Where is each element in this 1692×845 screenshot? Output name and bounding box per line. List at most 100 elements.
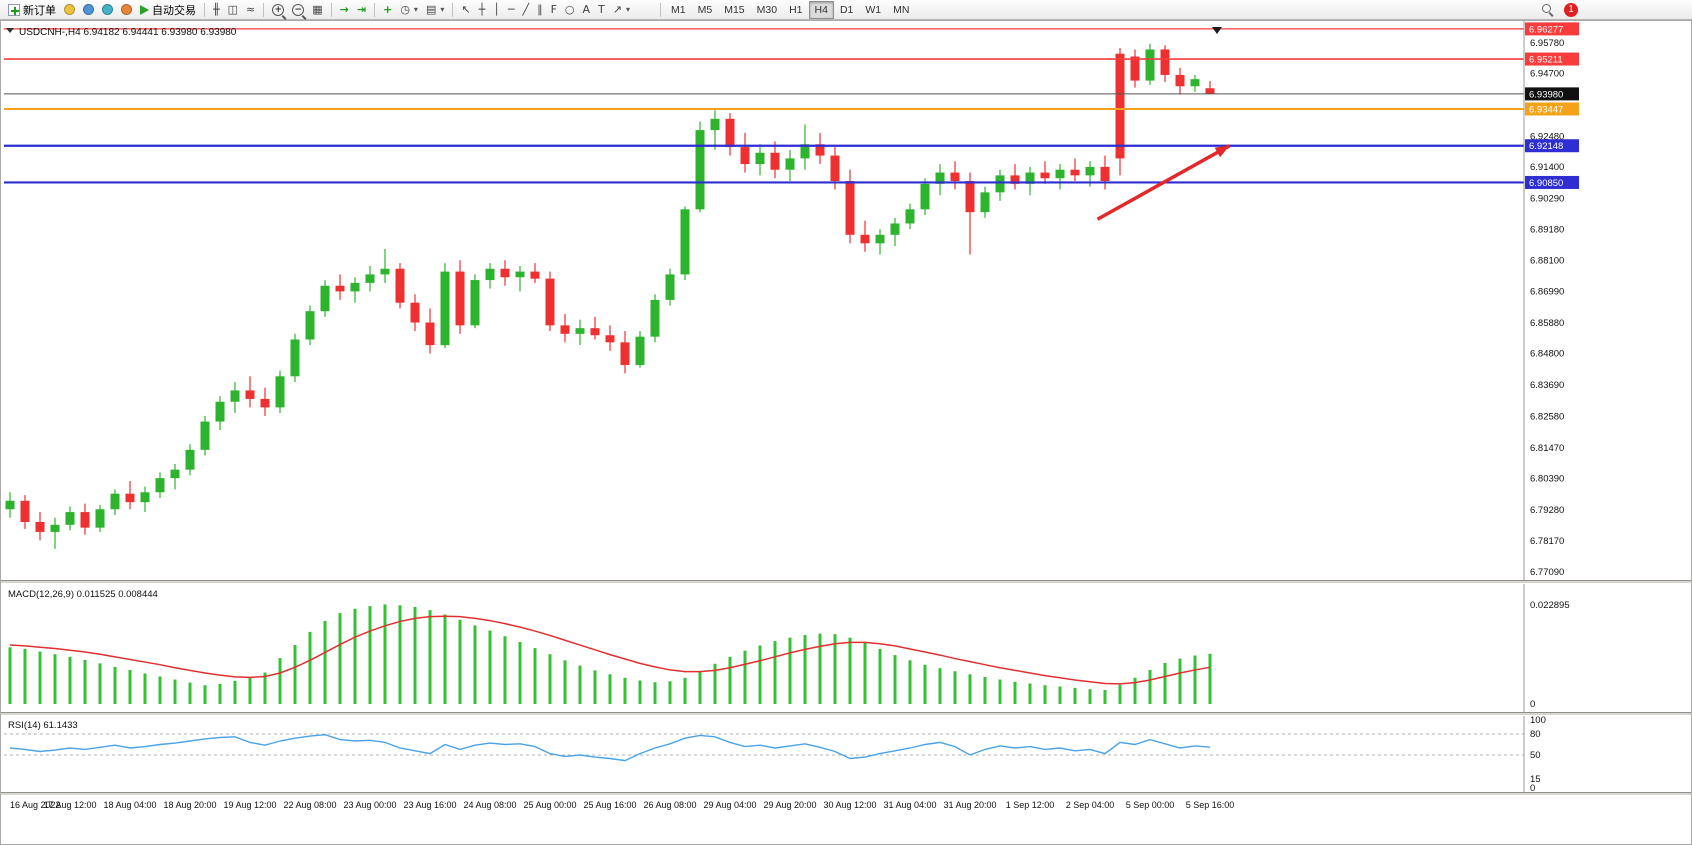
macd-label: MACD(12,26,9) 0.011525 0.008444: [8, 589, 158, 600]
label-tool-icon: T: [598, 3, 605, 16]
bar-chart-icon: ╫: [213, 3, 220, 16]
svg-text:6.90290: 6.90290: [1530, 193, 1564, 204]
auto-scroll-button[interactable]: →: [336, 1, 353, 19]
svg-text:6.96277: 6.96277: [1529, 24, 1563, 35]
svg-text:0.022895: 0.022895: [1530, 600, 1570, 611]
svg-text:6.92480: 6.92480: [1530, 131, 1564, 142]
timeframe-d1-button[interactable]: D1: [834, 1, 859, 19]
svg-text:23 Aug 00:00: 23 Aug 00:00: [343, 800, 396, 810]
new-order-button[interactable]: 新订单: [4, 1, 60, 19]
timeframe-m15-button[interactable]: M15: [718, 1, 750, 19]
panel-separator-macd[interactable]: [0, 580, 1692, 584]
vertical-line-tool-button[interactable]: │: [489, 1, 504, 19]
market-watch-button[interactable]: [79, 1, 98, 19]
chart-shift-button[interactable]: ⇥: [353, 1, 370, 19]
svg-text:6.81470: 6.81470: [1530, 443, 1564, 454]
zoom-out-icon: −: [292, 3, 305, 16]
horizontal-line-tool-button[interactable]: ─: [504, 1, 519, 19]
svg-text:100: 100: [1530, 715, 1546, 726]
price-marker: 6.90850: [1525, 175, 1579, 189]
timeframe-h1-button[interactable]: H1: [783, 1, 808, 19]
navigator-button[interactable]: [98, 1, 117, 19]
svg-text:0: 0: [1530, 699, 1535, 710]
line-chart-button[interactable]: ≈: [242, 1, 259, 19]
indicator-group: + ◷ ▾ ▤ ▾: [379, 0, 448, 19]
timeframe-m5-button[interactable]: M5: [692, 1, 719, 19]
candlestick-chart-icon: ◫: [227, 3, 239, 16]
channel-tool-button[interactable]: ∥: [533, 1, 547, 19]
add-indicator-icon: +: [383, 3, 393, 16]
cursor-tool-button[interactable]: ↖: [457, 1, 474, 19]
play-icon: [140, 4, 149, 15]
panel-separator-rsi[interactable]: [0, 712, 1692, 716]
lightbulb-icon: [64, 4, 75, 15]
fibonacci-tool-button[interactable]: F: [547, 1, 561, 19]
indicators-button[interactable]: +: [379, 1, 396, 19]
svg-text:0: 0: [1530, 783, 1535, 794]
svg-text:6.94700: 6.94700: [1530, 69, 1564, 80]
svg-text:6.77090: 6.77090: [1530, 567, 1564, 578]
svg-text:17 Aug 12:00: 17 Aug 12:00: [43, 800, 96, 810]
line-chart-icon: ≈: [246, 3, 256, 16]
tile-windows-button[interactable]: ▦: [308, 1, 326, 19]
window-menu-icon[interactable]: [6, 28, 14, 33]
tile-windows-icon: ▦: [312, 3, 323, 16]
svg-text:80: 80: [1530, 729, 1541, 740]
panel-separator-bottom[interactable]: [0, 792, 1692, 796]
rsi-line: [9, 733, 1211, 762]
svg-text:6.93980: 6.93980: [1529, 89, 1563, 100]
zoom-in-button[interactable]: +: [268, 1, 288, 19]
autotrading-label: 自动交易: [152, 4, 196, 17]
chart-title: USDCNH-,H4 6.94182 6.94441 6.93980 6.939…: [19, 27, 237, 38]
trend-arrow[interactable]: [1096, 144, 1231, 221]
zoom-out-button[interactable]: −: [288, 1, 308, 19]
timeframe-m30-button[interactable]: M30: [751, 1, 783, 19]
notification-badge[interactable]: 1: [1564, 2, 1578, 17]
trendline-tool-button[interactable]: ╱: [518, 1, 533, 19]
zoom-group: + − ▦: [268, 0, 326, 19]
drawing-tools-group: ↖ ┼ │ ─ ╱ ∥ F ○ A T ↗ ▾: [457, 0, 634, 19]
svg-text:6.90850: 6.90850: [1529, 178, 1563, 189]
timeframe-h4-button[interactable]: H4: [808, 0, 834, 19]
svg-text:15: 15: [1530, 774, 1541, 785]
price-marker: 6.92148: [1525, 139, 1579, 153]
candlestick-chart-button[interactable]: ◫: [224, 1, 242, 19]
timeframe-mn-button[interactable]: MN: [887, 1, 915, 19]
svg-text:6.84800: 6.84800: [1530, 349, 1564, 360]
svg-text:1 Sep 12:00: 1 Sep 12:00: [1006, 800, 1055, 810]
price-scale[interactable]: 6.95780 6.94700 6.92480 6.91400 6.90290 6.891…: [1525, 22, 1579, 578]
svg-text:6.85880: 6.85880: [1530, 318, 1564, 329]
new-order-icon: [8, 3, 20, 16]
svg-text:50: 50: [1530, 750, 1541, 761]
shapes-tool-button[interactable]: ○: [561, 1, 579, 19]
main-toolbar: 新订单 自动交易 ╫ ◫ ≈ +: [0, 0, 1692, 20]
label-tool-button[interactable]: T: [594, 1, 609, 19]
timeframe-m1-button[interactable]: M1: [665, 1, 692, 19]
svg-text:18 Aug 04:00: 18 Aug 04:00: [103, 800, 156, 810]
svg-text:6.92148: 6.92148: [1529, 141, 1563, 152]
svg-text:18 Aug 20:00: 18 Aug 20:00: [163, 800, 216, 810]
chart-window: 6.95780 6.94700 6.92480 6.91400 6.90290 6.891…: [0, 20, 1692, 845]
crosshair-tool-button[interactable]: ┼: [475, 1, 490, 19]
chart-shift-marker[interactable]: [1212, 27, 1222, 34]
terminal-button[interactable]: [117, 1, 136, 19]
metaeditor-button[interactable]: [60, 1, 79, 19]
price-chart[interactable]: 6.95780 6.94700 6.92480 6.91400 6.90290 6.891…: [0, 20, 1692, 845]
arrows-tool-button[interactable]: ↗ ▾: [609, 1, 634, 19]
bar-chart-button[interactable]: ╫: [209, 1, 224, 19]
autotrading-button[interactable]: 自动交易: [136, 1, 200, 19]
periods-button[interactable]: ◷ ▾: [396, 1, 422, 19]
templates-button[interactable]: ▤ ▾: [422, 1, 448, 19]
timeframe-w1-button[interactable]: W1: [859, 1, 887, 19]
svg-text:29 Aug 04:00: 29 Aug 04:00: [703, 800, 756, 810]
search-icon[interactable]: [1541, 3, 1554, 16]
text-tool-button[interactable]: A: [579, 1, 595, 19]
toolbar-separator: [660, 2, 662, 17]
toolbar-separator: [263, 2, 265, 17]
timeframe-group: M1 M5 M15 M30 H1 H4 D1 W1 MN: [665, 0, 915, 19]
svg-text:23 Aug 16:00: 23 Aug 16:00: [403, 800, 456, 810]
svg-text:29 Aug 20:00: 29 Aug 20:00: [763, 800, 816, 810]
price-level-lines[interactable]: [4, 28, 1524, 184]
svg-text:6.79280: 6.79280: [1530, 505, 1564, 516]
